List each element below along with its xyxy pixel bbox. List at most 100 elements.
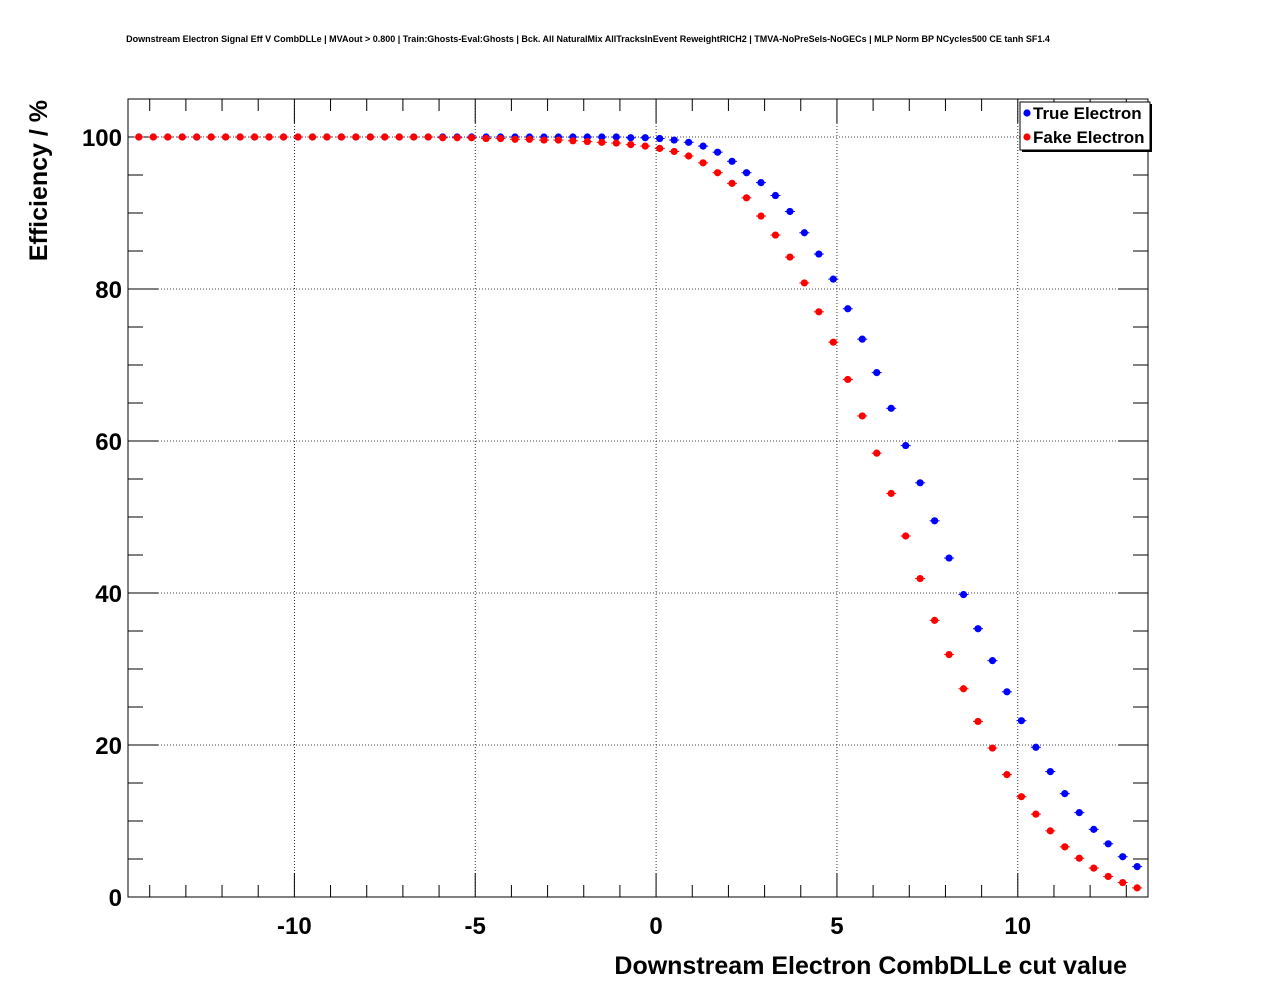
data-point [713,169,722,177]
data-point [279,133,288,141]
data-point [1104,872,1112,881]
data-point [1061,843,1069,851]
x-axis-label: Downstream Electron CombDLLe cut value [614,952,1127,980]
x-tick-label: 0 [649,913,662,940]
series-fake-electron [133,133,1143,892]
data-point [207,133,215,141]
data-point [222,133,230,141]
data-point [916,574,924,583]
data-point [974,717,982,726]
plot-border [127,98,1149,898]
data-point [742,194,751,202]
y-tick-label: 20 [95,733,122,760]
data-point [250,133,259,141]
data-point [844,375,852,384]
data-point [453,134,461,142]
axis-ticks [128,98,1148,898]
data-point [670,147,678,156]
series-true-electron [133,133,1143,871]
legend: True Electron Fake Electron [1019,101,1152,152]
data-point [815,250,823,258]
data-point [569,137,577,145]
data-point [554,136,563,144]
data-point [149,133,157,141]
data-point [858,335,866,343]
data-point [757,179,765,187]
data-point [1046,768,1054,776]
y-tick-label: 100 [82,125,122,152]
data-point [1017,717,1026,725]
data-point [612,139,620,147]
data-point [699,159,707,167]
data-point [1061,790,1069,798]
data-point [1032,810,1040,818]
grid-lines [128,99,1148,898]
data-point [468,134,476,142]
x-tick-label: 5 [830,913,843,940]
data-point [959,590,968,599]
data-point [670,136,678,144]
x-tick-label: -10 [277,913,312,940]
data-point [1003,771,1011,779]
data-point [771,231,780,239]
data-point [641,134,649,142]
data-point [1075,854,1083,862]
data-point [265,133,273,141]
legend-box [1019,101,1151,151]
data-point [685,152,693,160]
data-point [728,179,736,187]
data-point [511,135,519,143]
data-point [988,657,997,665]
chart-title: Downstream Electron Signal Eff V CombDLL… [126,34,1050,44]
data-point [959,685,968,693]
plot-frame [127,98,1149,898]
data-point [366,133,374,141]
data-point [1090,825,1098,833]
data-point [1075,809,1083,817]
data-point [641,142,649,150]
data-point [178,133,186,141]
data-point [902,532,910,540]
data-point [1032,743,1040,751]
y-tick-label: 0 [109,885,122,912]
data-point [887,489,895,498]
data-point [800,279,808,287]
data-point [829,275,837,283]
data-point [598,138,606,146]
data-point [439,134,447,142]
data-point [786,253,794,261]
x-tick-label: -5 [465,913,486,940]
data-point [294,133,302,141]
data-point [164,133,172,141]
data-point [916,479,924,487]
data-point [395,133,403,141]
data-point [930,517,939,525]
data-point [728,157,736,165]
data-point [323,133,331,141]
data-point [815,308,823,316]
y-tick-label: 80 [95,277,122,304]
data-point [525,135,534,143]
data-point [945,650,953,659]
data-point [656,134,664,143]
legend-entry: True Electron [1033,104,1142,123]
data-point [974,625,982,633]
data-point [786,207,794,216]
data-point [308,133,317,141]
data-point [771,191,780,200]
data-point [540,136,548,144]
data-point [1133,884,1141,892]
data-point [873,449,881,457]
data-point [627,134,635,142]
data-point [598,133,606,141]
data-point [844,305,852,313]
data-point [930,616,939,624]
data-point [902,441,910,450]
data-point [887,404,895,412]
data-point [699,142,707,150]
data-markers [133,133,1143,892]
data-point [858,412,866,420]
data-point [496,134,505,143]
